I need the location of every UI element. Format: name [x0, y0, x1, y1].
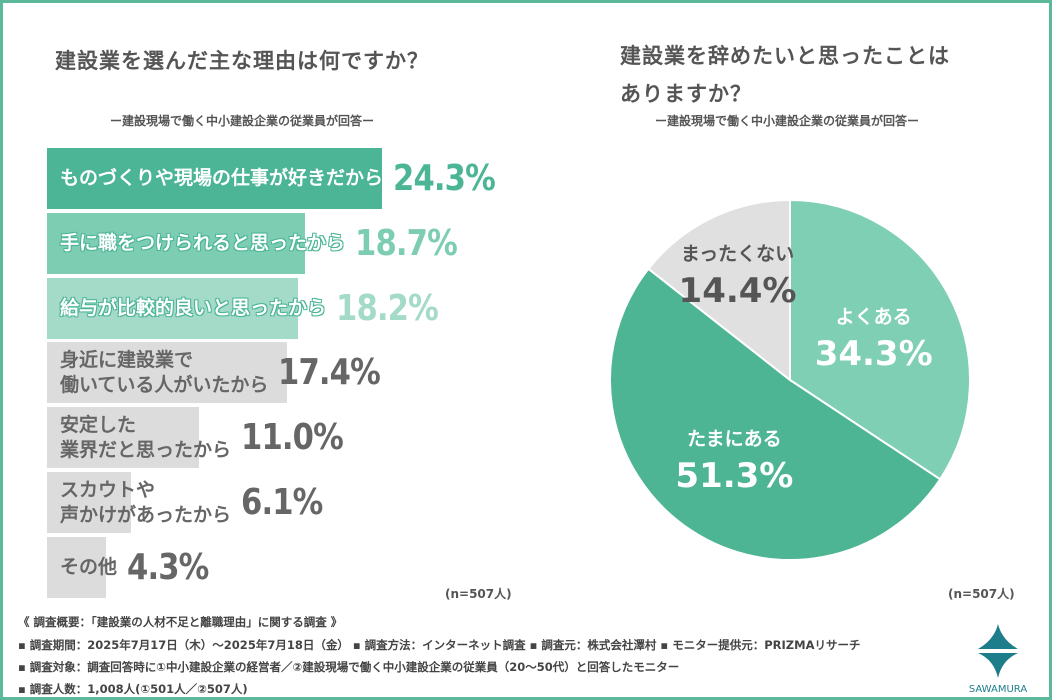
- bar-label-row: その他 4.3%: [60, 537, 223, 598]
- pie-slice: [647, 198, 791, 383]
- right-n-label: (n=507人): [948, 587, 1015, 601]
- footer-line-4: ▪ 調査人数：1,008人(①501人／②507人): [18, 682, 248, 696]
- bar-label-row: 安定した 業界だと思ったから 11.0%: [60, 407, 361, 468]
- left-chart-subtitle: ー建設現場で働く中小建設企業の従業員が回答ー: [110, 114, 375, 128]
- bar: [47, 342, 288, 404]
- logo-text: SAWAMURA: [968, 684, 1028, 695]
- bar: [47, 407, 199, 469]
- bar-value-label: 18.7%: [355, 222, 458, 264]
- bar: [47, 472, 132, 533]
- bar-category-label: 安定した 業界だと思ったから: [60, 413, 232, 461]
- bar: [47, 212, 306, 274]
- bar-category-label: 身近に建設業で 働いている人がいたから: [60, 348, 269, 396]
- bar-value-label: 11.0%: [241, 417, 344, 459]
- pie-slice-value: 34.3%: [815, 334, 933, 374]
- bar-category-label: スカウトや 声かけがあったから: [60, 478, 232, 526]
- logo-icon: [978, 624, 1018, 678]
- bar-label-row: 給与が比較的良いと思ったから 18.2%: [60, 278, 456, 339]
- bar-category-label: ものづくりや現場の仕事が好きだから: [60, 167, 384, 189]
- footer-line-3: ▪ 調査対象：調査回答時に①中小建設企業の経営者／②建設現場で働く中小建設企業の…: [18, 660, 680, 674]
- bar-value-label: 24.3%: [393, 158, 496, 199]
- right-chart-title-line1: 建設業を辞めたいと思ったことは: [620, 44, 950, 68]
- pie-slice-label: たまにある: [687, 428, 781, 450]
- footer-line-1: 《 調査概要：「建設業の人材不足と離職理由」に関する調査 》: [18, 615, 343, 629]
- pie-slice-value: 51.3%: [675, 456, 793, 496]
- pie-chart: よくある 34.3% たまにある 51.3% まったくない 14.4%: [609, 198, 971, 561]
- pie-slice-value: 14.4%: [679, 271, 797, 311]
- pie-slice: [609, 267, 942, 561]
- bar-category-label: 手に職をつけられると思ったから: [60, 231, 346, 254]
- bar-label-row: スカウトや 声かけがあったから 6.1%: [60, 472, 337, 533]
- pie-slice-label: よくある: [836, 306, 912, 328]
- bar-category-label: 給与が比較的良いと思ったから: [60, 296, 327, 319]
- bar-value-label: 6.1%: [241, 482, 323, 523]
- pie-slice-label: まったくない: [681, 243, 794, 265]
- bar: [47, 277, 299, 339]
- left-n-label: (n=507人): [445, 587, 512, 601]
- right-chart-subtitle: ー建設現場で働く中小建設企業の従業員が回答ー: [655, 114, 920, 128]
- bar: [47, 148, 383, 209]
- sawamura-logo: SAWAMURA: [968, 622, 1028, 695]
- bar-label-row: ものづくりや現場の仕事が好きだから 24.3%: [60, 148, 513, 209]
- bar-value-label: 4.3%: [127, 546, 209, 588]
- bar: [47, 536, 107, 598]
- bar-value-label: 17.4%: [278, 352, 381, 394]
- left-chart-title: 建設業を選んだ主な理由は何ですか？: [55, 49, 429, 73]
- bar-category-label: その他: [60, 555, 118, 578]
- bar-label-row: 手に職をつけられると思ったから 18.7%: [60, 213, 475, 274]
- bar-value-label: 18.2%: [336, 287, 439, 329]
- footer-line-2: ▪ 調査期間：2025年7月17日（木）〜2025年7月18日（金） ▪ 調査方…: [18, 638, 861, 652]
- bar-label-row: 身近に建設業で 働いている人がいたから 17.4%: [60, 342, 398, 403]
- right-chart-title-line2: ありますか？: [620, 82, 752, 106]
